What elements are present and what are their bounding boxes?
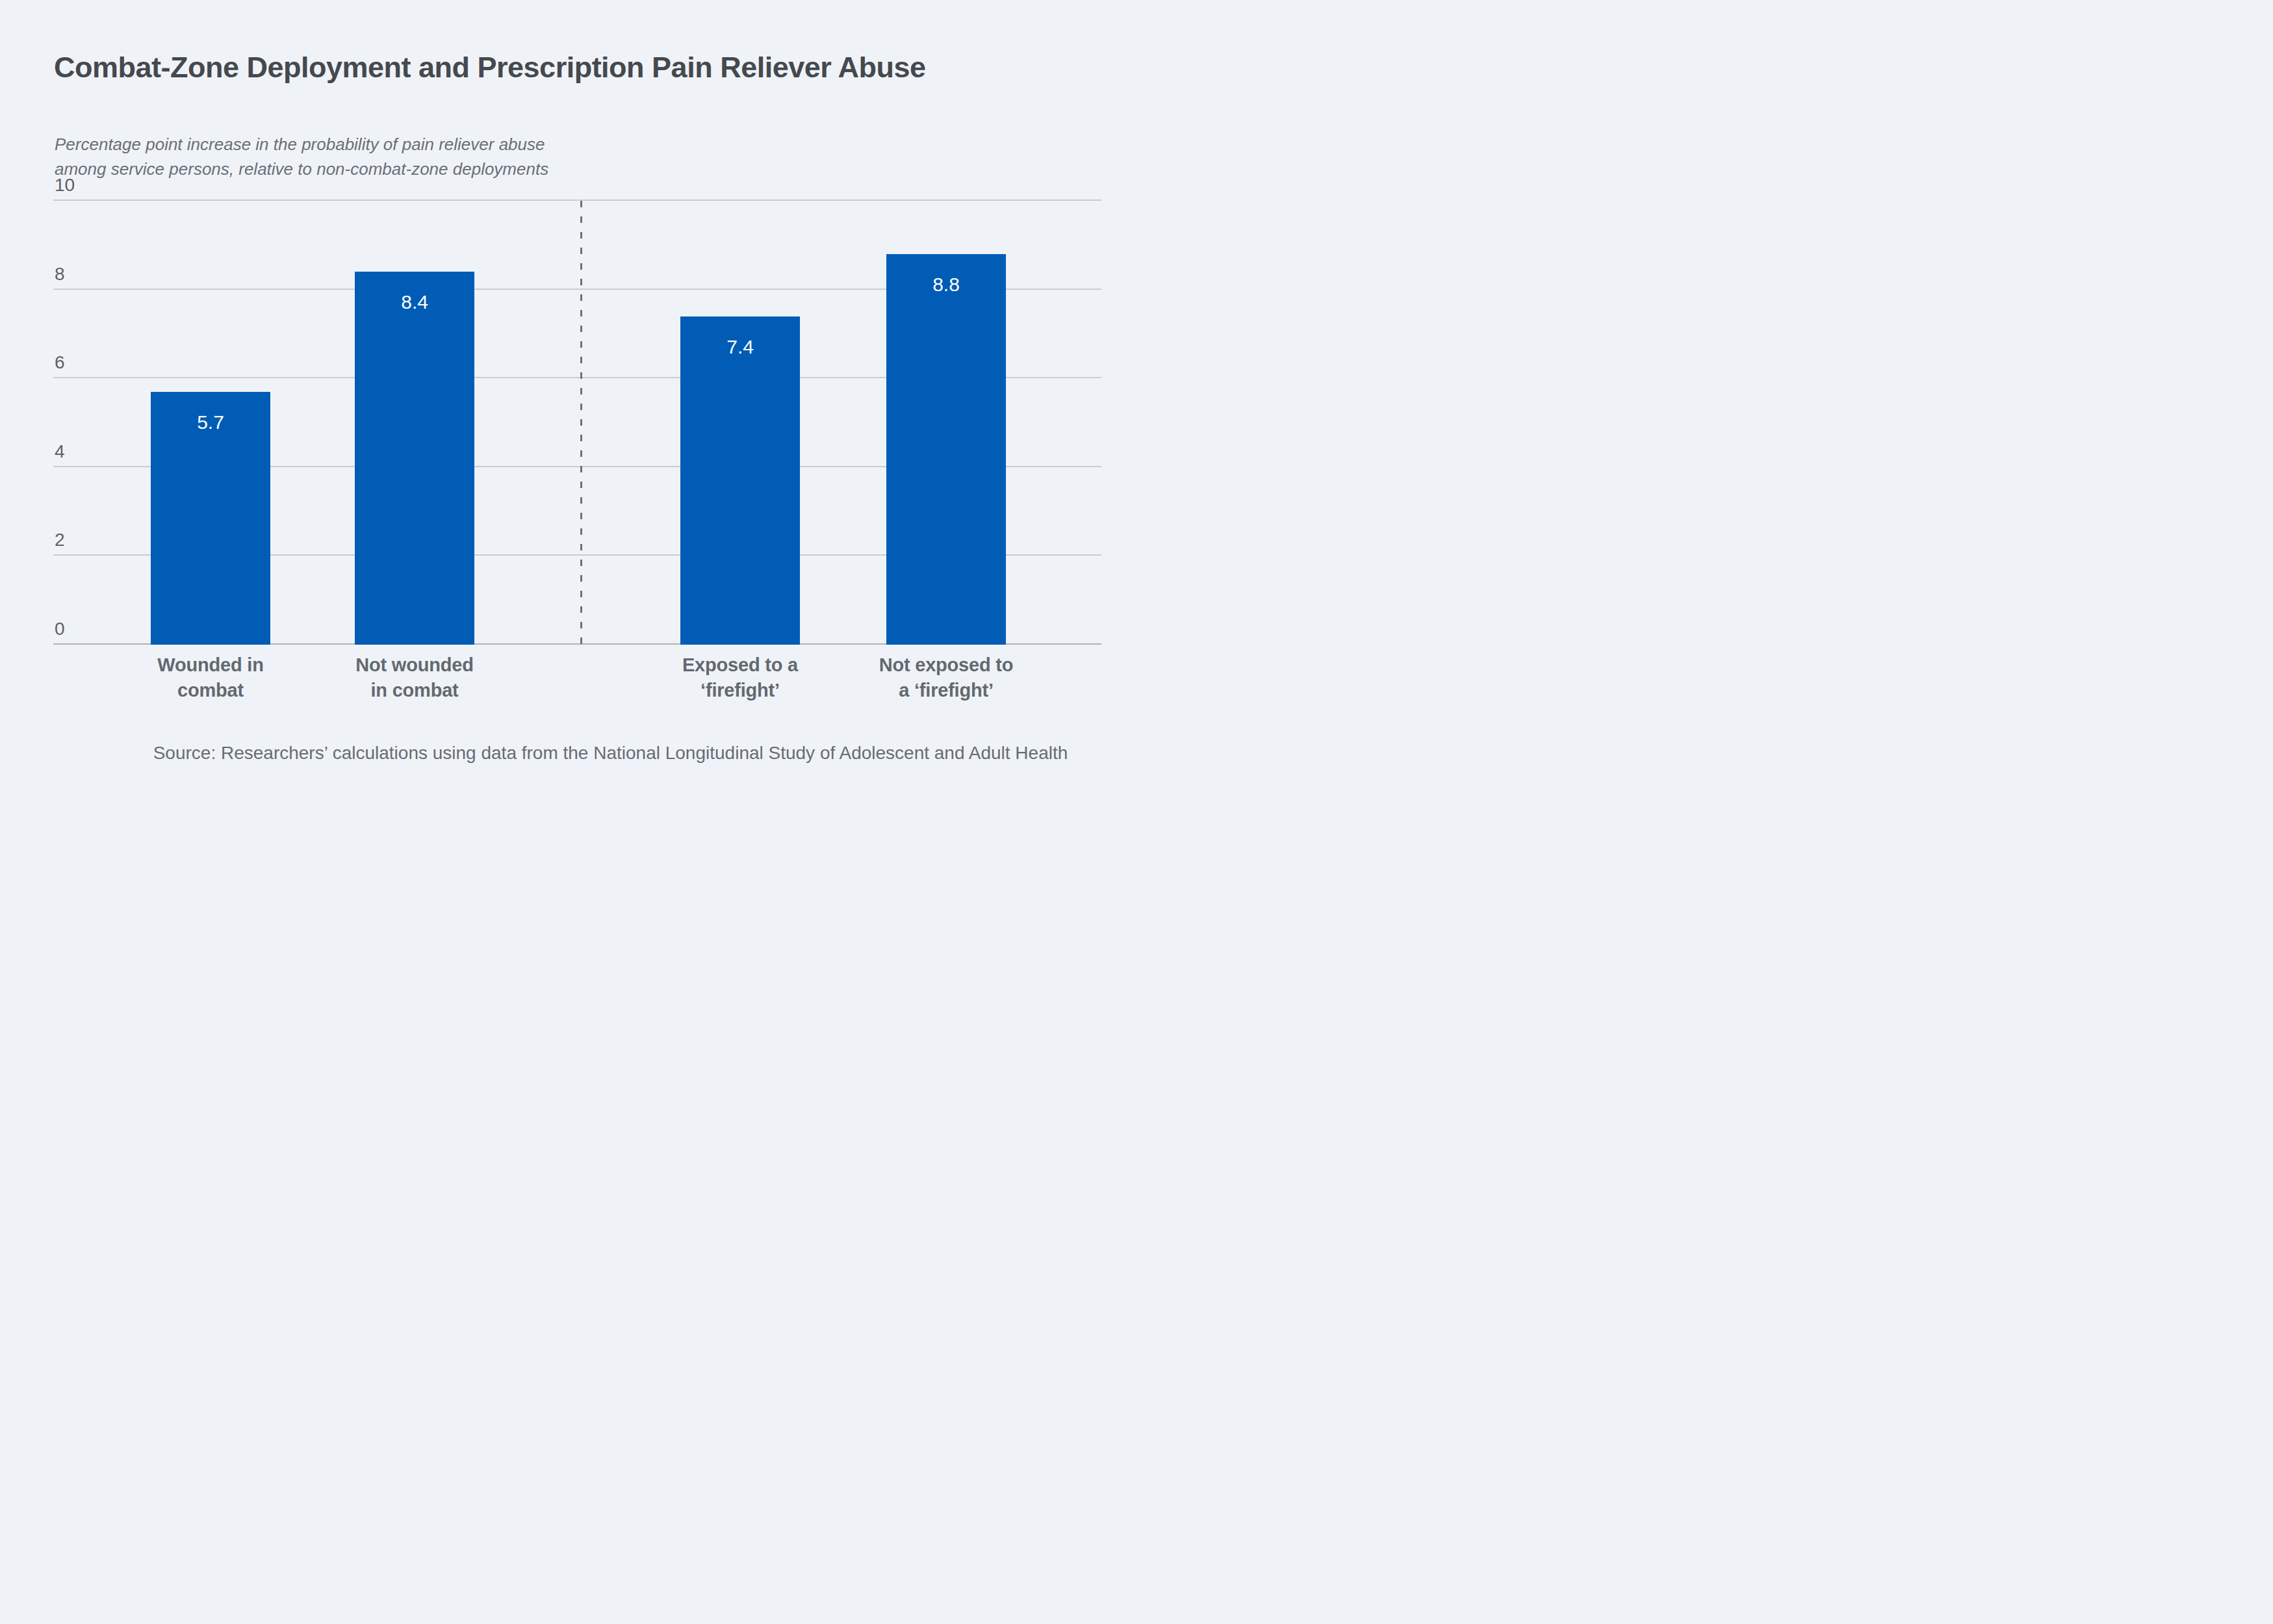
x-axis-label-line1: Wounded in (157, 654, 263, 675)
x-axis-label-wounded-in-combat: Wounded in combat (100, 652, 321, 703)
y-tick-label-4: 4 (55, 441, 65, 462)
x-axis-label-line1: Not exposed to (879, 654, 1014, 675)
plot-area: 10 8 6 4 2 0 5.7 8.4 7.4 8.8 (53, 201, 1101, 645)
x-axis-label-line1: Not wounded (355, 654, 473, 675)
source-note: Source: Researchers’ calculations using … (84, 743, 1136, 764)
y-tick-label-10: 10 (55, 175, 75, 196)
x-axis-label-not-exposed-to-firefight: Not exposed to a ‘firefight’ (836, 652, 1057, 703)
x-axis-label-exposed-to-firefight: Exposed to a ‘firefight’ (630, 652, 851, 703)
chart-subtitle-line2: among service persons, relative to non-c… (55, 159, 548, 179)
bar-value-label: 7.4 (680, 336, 800, 358)
x-axis-label-line2: combat (177, 680, 244, 701)
bar-value-label: 8.4 (355, 291, 474, 313)
bar-not-wounded-in-combat: 8.4 (355, 272, 474, 645)
x-axis-label-line2: in combat (370, 680, 458, 701)
chart-title: Combat-Zone Deployment and Prescription … (54, 51, 926, 84)
x-axis-label-line1: Exposed to a (682, 654, 798, 675)
y-tick-label-2: 2 (55, 530, 65, 550)
bar-value-label: 8.8 (886, 274, 1006, 296)
group-divider-dashed-line (580, 201, 582, 645)
chart-subtitle-line1: Percentage point increase in the probabi… (55, 135, 545, 154)
gridline-10 (53, 200, 1101, 201)
bar-value-label: 5.7 (151, 411, 270, 433)
x-axis-label-not-wounded-in-combat: Not wounded in combat (304, 652, 525, 703)
y-tick-label-6: 6 (55, 352, 65, 373)
chart-figure: Combat-Zone Deployment and Prescription … (0, 0, 1136, 812)
y-tick-label-8: 8 (55, 264, 65, 285)
x-axis-label-line2: ‘firefight’ (700, 680, 780, 701)
bar-not-exposed-to-firefight: 8.8 (886, 254, 1006, 645)
bar-wounded-in-combat: 5.7 (151, 392, 270, 645)
bar-exposed-to-firefight: 7.4 (680, 316, 800, 645)
chart-subtitle: Percentage point increase in the probabi… (55, 133, 548, 181)
y-tick-label-0: 0 (55, 619, 65, 639)
x-axis-label-line2: a ‘firefight’ (899, 680, 994, 701)
